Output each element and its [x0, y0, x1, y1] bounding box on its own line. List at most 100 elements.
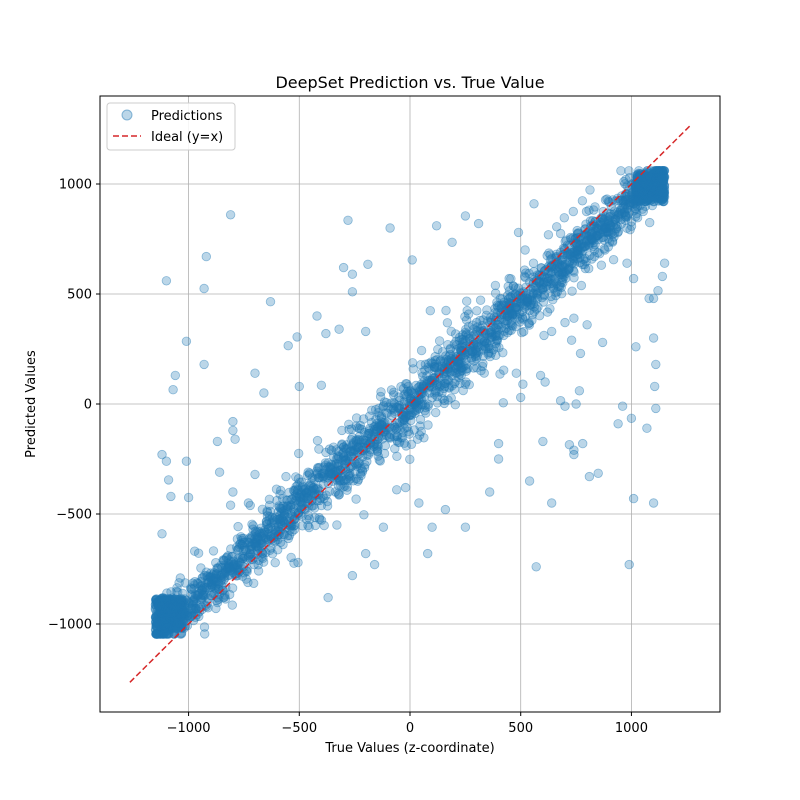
prediction-point	[616, 219, 627, 229]
prediction-point	[593, 223, 603, 234]
prediction-point	[298, 481, 308, 492]
prediction-point	[552, 222, 562, 232]
prediction-point	[618, 195, 628, 206]
prediction-point	[583, 239, 594, 249]
prediction-point	[600, 195, 611, 205]
prediction-point	[382, 408, 393, 419]
prediction-point	[565, 256, 575, 266]
prediction-point	[478, 351, 488, 362]
prediction-point	[156, 629, 166, 639]
prediction-point	[604, 217, 614, 228]
prediction-point	[566, 248, 576, 258]
prediction-point	[651, 403, 661, 414]
prediction-point	[245, 555, 256, 565]
prediction-point	[416, 394, 427, 404]
prediction-point	[424, 358, 434, 369]
prediction-point	[290, 490, 300, 501]
prediction-point	[161, 626, 172, 636]
prediction-point	[639, 182, 649, 193]
prediction-point	[274, 502, 285, 512]
prediction-point	[270, 558, 280, 568]
prediction-point	[275, 503, 286, 514]
prediction-point	[292, 332, 302, 342]
prediction-point	[200, 600, 211, 611]
prediction-point	[642, 184, 653, 194]
prediction-point	[589, 245, 600, 255]
prediction-point	[228, 425, 238, 436]
prediction-point	[599, 217, 610, 227]
prediction-point	[597, 232, 607, 243]
prediction-point	[267, 549, 278, 559]
prediction-point	[642, 180, 653, 191]
prediction-point	[659, 258, 670, 268]
prediction-point	[190, 577, 200, 587]
prediction-point	[308, 483, 319, 493]
prediction-point	[221, 553, 232, 563]
prediction-point	[202, 571, 212, 581]
prediction-point	[641, 193, 651, 203]
prediction-point	[506, 292, 516, 303]
prediction-point	[162, 588, 172, 598]
prediction-point	[646, 166, 656, 176]
prediction-point	[219, 592, 230, 602]
prediction-point	[493, 325, 503, 335]
prediction-point	[237, 553, 248, 564]
prediction-point	[504, 308, 515, 318]
prediction-point	[647, 184, 657, 195]
prediction-point	[253, 534, 263, 544]
prediction-point	[153, 629, 163, 639]
prediction-point	[411, 380, 421, 391]
prediction-point	[493, 331, 504, 341]
prediction-point	[259, 388, 269, 398]
prediction-point	[629, 205, 639, 216]
prediction-point	[366, 435, 376, 445]
prediction-point	[303, 510, 314, 521]
prediction-point	[301, 514, 312, 525]
prediction-point	[471, 348, 481, 358]
prediction-point	[632, 212, 643, 223]
prediction-point	[434, 367, 444, 378]
prediction-point	[164, 623, 175, 634]
prediction-point	[442, 364, 453, 374]
prediction-point	[181, 608, 192, 618]
prediction-point	[561, 273, 571, 283]
prediction-point	[153, 629, 164, 639]
prediction-point	[587, 254, 597, 264]
prediction-point	[196, 581, 206, 591]
prediction-point	[570, 233, 581, 244]
prediction-point	[292, 485, 303, 496]
prediction-point	[575, 245, 585, 256]
prediction-point	[439, 356, 449, 366]
prediction-point	[441, 305, 451, 316]
prediction-point	[604, 218, 614, 229]
prediction-point	[215, 570, 226, 581]
prediction-point	[423, 362, 433, 373]
prediction-point	[548, 266, 558, 277]
prediction-point	[510, 283, 521, 293]
prediction-point	[597, 214, 608, 225]
prediction-point	[605, 211, 615, 222]
prediction-point	[513, 227, 524, 238]
prediction-point	[308, 501, 318, 511]
prediction-point	[560, 259, 570, 270]
prediction-point	[367, 417, 377, 428]
prediction-point	[648, 333, 659, 343]
prediction-point	[291, 496, 302, 506]
prediction-point	[380, 440, 391, 451]
prediction-point	[253, 526, 263, 536]
prediction-point	[468, 363, 479, 373]
prediction-point	[608, 255, 619, 265]
y-axis-label: Predicted Values	[24, 350, 39, 458]
prediction-point	[267, 512, 278, 523]
prediction-point	[283, 501, 294, 511]
prediction-point	[282, 495, 292, 505]
prediction-point	[245, 549, 256, 560]
prediction-point	[492, 336, 503, 346]
prediction-point	[304, 481, 314, 491]
prediction-point	[294, 381, 305, 392]
prediction-point	[235, 557, 246, 568]
prediction-point	[177, 614, 188, 624]
prediction-point	[526, 284, 536, 294]
prediction-point	[635, 200, 645, 211]
prediction-point	[625, 224, 635, 235]
